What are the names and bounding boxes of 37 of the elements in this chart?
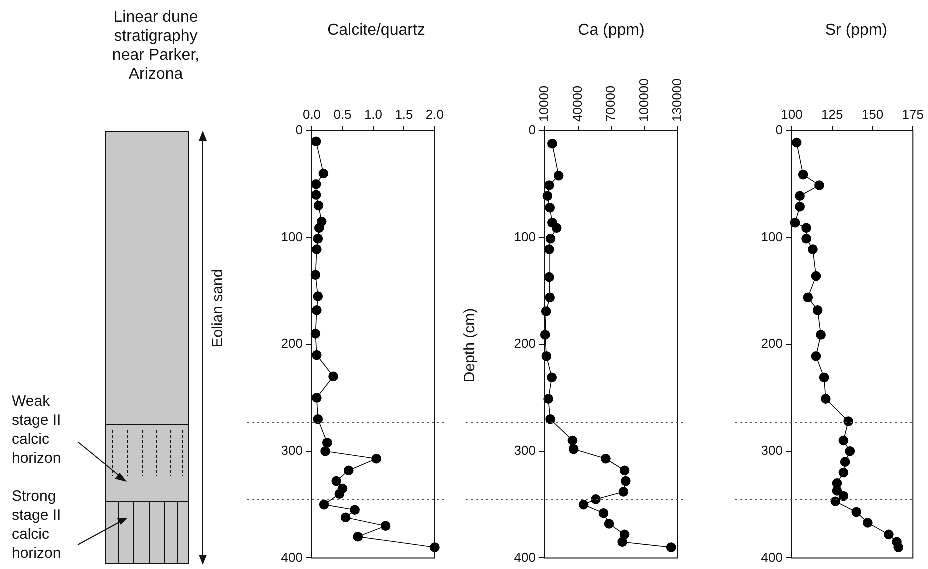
y-tick-label: 100 [761, 229, 783, 244]
x-tick-label: 2.0 [426, 106, 444, 122]
y-tick-label: 300 [761, 442, 783, 458]
y-tick-label: 100 [514, 229, 536, 244]
y-tick-label: 0 [528, 122, 536, 138]
chart-title: Calcite/quartz [326, 22, 426, 40]
y-tick-label: 300 [281, 442, 303, 458]
x-tick-label: 40000 [570, 86, 585, 122]
chart-title: Ca (ppm) [577, 22, 646, 40]
chart-title: Sr (ppm) [824, 22, 889, 40]
y-tick-label: 0 [776, 122, 783, 138]
x-tick-label: 0.5 [334, 106, 352, 122]
x-tick-label: 100000 [636, 78, 652, 122]
x-tick-label: 175 [902, 106, 924, 122]
x-tick-label: 1.0 [364, 106, 383, 122]
y-tick-label: 300 [514, 442, 536, 458]
y-tick-label: 200 [514, 336, 536, 352]
x-tick-label: 130000 [670, 78, 685, 122]
x-tick-label: 0.0 [302, 106, 322, 122]
text: Weak stage II calcic horizon [12, 392, 62, 468]
text: Eolian sand [210, 268, 226, 350]
x-tick-label: 125 [822, 106, 844, 122]
y-tick-label: 200 [281, 336, 303, 352]
text: Linear dune stratigraphy near Parker, Arizona [111, 8, 201, 84]
y-axis-title: Depth (cm) [462, 307, 478, 385]
y-tick-label: 100 [281, 229, 303, 244]
y-tick-label: 200 [761, 336, 783, 352]
x-tick-label: 100 [781, 106, 803, 122]
x-tick-label: 70000 [603, 86, 618, 122]
y-tick-label: 400 [761, 550, 783, 565]
x-tick-label: 1.5 [395, 106, 414, 122]
text: Strong stage II calcic horizon [12, 487, 62, 563]
x-tick-label: 150 [862, 106, 884, 122]
y-tick-label: 0 [296, 122, 303, 138]
x-tick-label: 10000 [536, 86, 552, 122]
y-tick-label: 400 [281, 550, 303, 565]
y-tick-label: 400 [514, 550, 536, 565]
